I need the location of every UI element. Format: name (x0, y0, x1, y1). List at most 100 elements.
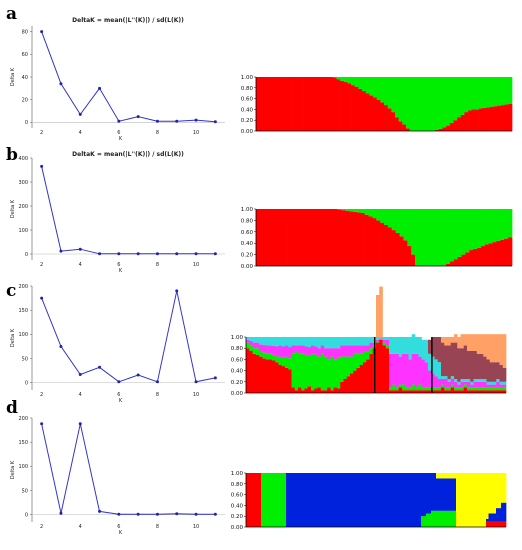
ancestry-bar-segment (493, 381, 497, 385)
ancestry-bar-segment (465, 209, 470, 253)
ancestry-bar-segment (473, 473, 477, 527)
ancestry-bar-segment (490, 106, 495, 131)
ancestry-bar-segment (473, 351, 478, 379)
ancestry-bar-segment (249, 351, 253, 393)
ancestry-bar-segment (457, 381, 461, 385)
ancestry-bar-segment (330, 337, 335, 349)
ancestry-bar-segment (365, 77, 370, 94)
ancestry-bar-segment (333, 209, 338, 266)
ancestry-bar-segment (296, 473, 299, 527)
ancestry-bar-segment (418, 209, 424, 266)
ancestry-bar-segment (278, 356, 283, 365)
ancestry-bar-segment (428, 473, 432, 514)
structure-y-tick-label: 0.40 (231, 503, 244, 509)
ancestry-bar-segment (294, 351, 299, 391)
data-point (155, 252, 159, 256)
ancestry-bar-segment (327, 387, 331, 393)
data-point (213, 252, 217, 256)
ancestry-bar-segment (299, 77, 304, 131)
ancestry-bar-segment (368, 473, 372, 527)
structure-y-tick-label: 0.20 (241, 253, 254, 259)
ancestry-bar-segment (464, 77, 469, 113)
ancestry-bar-segment (456, 473, 459, 527)
ancestry-bar-segment (483, 387, 487, 391)
x-tick-label: 4 (79, 262, 82, 268)
ancestry-bar-segment (493, 473, 497, 514)
ancestry-bar-segment (453, 120, 458, 131)
ancestry-bar-segment (446, 77, 451, 126)
ancestry-bar-segment (448, 473, 452, 479)
ancestry-bar-segment (424, 362, 429, 388)
ancestry-bar-segment (444, 376, 448, 379)
ancestry-bar-segment (273, 473, 277, 527)
ancestry-bar-segment (486, 107, 491, 131)
ancestry-bar-segment (248, 473, 252, 527)
ancestry-bar-segment (320, 345, 325, 354)
ancestry-bar-segment (389, 353, 393, 388)
y-tick-label: 200 (18, 284, 28, 290)
ancestry-bar-segment (359, 337, 364, 346)
ancestry-bar-segment (271, 209, 276, 266)
ancestry-bar-segment (259, 351, 263, 357)
ancestry-bar-segment (291, 387, 296, 393)
ancestry-bar-segment (337, 337, 341, 349)
ancestry-bar-segment (351, 85, 356, 131)
x-tick-label: 10 (193, 392, 199, 398)
y-tick-label: 150 (18, 440, 28, 446)
ancestry-bar-segment (504, 209, 509, 239)
ancestry-bar-segment (463, 473, 467, 527)
data-point (59, 82, 63, 86)
ancestry-bar-segment (450, 387, 455, 393)
ancestry-bar-segment (471, 77, 476, 110)
ancestry-bar-segment (376, 220, 381, 266)
ancestry-bar-segment (398, 473, 402, 527)
ancestry-bar-segment (246, 348, 250, 393)
ancestry-bar-segment (298, 337, 302, 346)
y-tick-label: 100 (18, 228, 28, 234)
ancestry-bar-segment (434, 390, 439, 393)
ancestry-bar-segment (453, 478, 457, 511)
ancestry-bar-segment (399, 236, 404, 266)
ancestry-bar-segment (470, 334, 474, 351)
ancestry-bar-segment (486, 473, 489, 519)
ancestry-bar-segment (329, 209, 334, 266)
ancestry-bar-segment (380, 209, 385, 223)
ancestry-bar-segment (283, 473, 287, 527)
ancestry-bar-segment (508, 104, 513, 131)
ancestry-bar-segment (384, 105, 389, 131)
ancestry-bar-segment (483, 390, 487, 393)
ancestry-bar-segment (356, 353, 361, 368)
ancestry-bar-segment (340, 356, 344, 382)
ancestry-bar-segment (268, 473, 272, 527)
ancestry-bar-segment (457, 77, 462, 118)
ancestry-bar-segment (489, 387, 494, 391)
ancestry-bar-segment (502, 384, 507, 388)
structure-y-tick-label: 0.00 (241, 264, 254, 270)
x-axis-label: K (119, 530, 123, 536)
ancestry-bar-segment (501, 521, 504, 527)
ancestry-bar-segment (478, 473, 482, 527)
structure-y-tick-label: 0.80 (231, 346, 244, 352)
ancestry-bar-segment (482, 107, 487, 131)
ancestry-bar-segment (442, 127, 447, 131)
ancestry-bar-segment (399, 209, 404, 237)
ancestry-bar-segment (350, 345, 354, 357)
data-point (194, 118, 198, 122)
ancestry-bar-segment (504, 77, 509, 105)
ancestry-bar-segment (476, 390, 481, 393)
ancestry-bar-segment (482, 77, 487, 108)
ancestry-bar-segment (255, 348, 260, 355)
ancestry-bar-segment (411, 209, 416, 255)
ancestry-bar-segment (363, 351, 367, 363)
ancestry-bar-segment (431, 473, 434, 511)
ancestry-bar-segment (496, 473, 499, 509)
data-point (78, 112, 82, 116)
ancestry-bar-segment (483, 473, 487, 527)
ancestry-bar-segment (371, 473, 374, 527)
ancestry-bar-segment (314, 354, 318, 389)
ancestry-bar-segment (491, 473, 494, 514)
ancestry-bar-segment (246, 337, 250, 340)
ancestry-bar-segment (499, 384, 504, 388)
ancestry-bar-segment (311, 353, 315, 391)
ancestry-bar-segment (501, 105, 506, 131)
